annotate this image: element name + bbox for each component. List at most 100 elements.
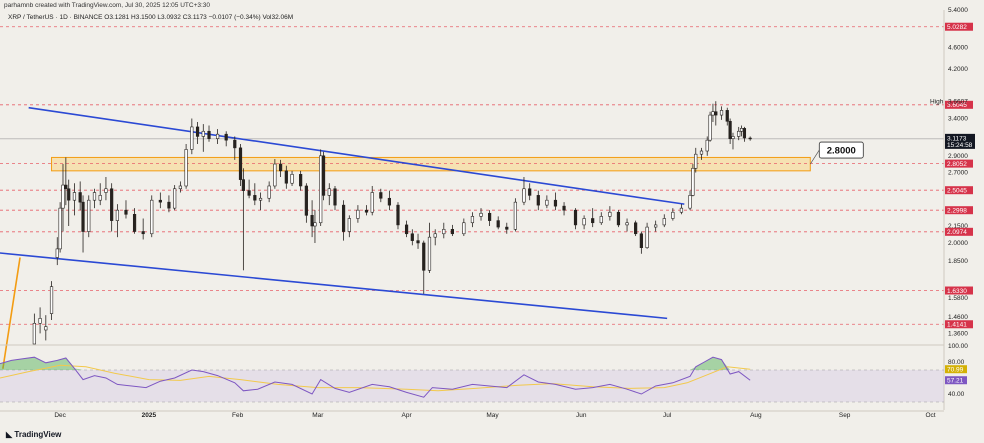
candle-body (321, 155, 326, 196)
rsi-value: 57.21 (947, 378, 964, 385)
trendline-lower-channel[interactable] (0, 251, 668, 320)
candle-body (224, 133, 228, 141)
candle-body (173, 188, 177, 209)
candle-body (450, 228, 454, 235)
candle-body (299, 174, 303, 187)
candle-body (562, 205, 566, 211)
candle-body (72, 192, 77, 201)
candle-body (67, 188, 71, 201)
candle-body (327, 188, 331, 196)
candle-body (49, 286, 54, 314)
candle-body (462, 222, 466, 235)
rsi-band (0, 370, 944, 402)
candle-body (184, 149, 188, 187)
candle-body (410, 233, 414, 241)
candle-body (742, 128, 747, 139)
candle-body (32, 322, 36, 345)
date-tick-label: Feb (232, 412, 244, 419)
symbol-pair[interactable]: XRP / TetherUS (8, 14, 54, 21)
candle-body (333, 188, 337, 206)
candle-body (645, 226, 649, 249)
trendline-orange-support[interactable] (2, 257, 21, 369)
callout-box[interactable] (818, 141, 864, 159)
tradingview-logo-icon: ◣ (6, 430, 13, 439)
candle-body (319, 155, 323, 224)
price-tick-label: 4.6000 (948, 45, 968, 52)
candle-body (728, 120, 732, 139)
candle-body (190, 126, 194, 150)
symbol-interval[interactable]: 1D (59, 14, 68, 21)
candle-body (387, 197, 391, 206)
candle-body (479, 212, 483, 217)
price-tick-label: 1.8500 (948, 258, 968, 265)
candle-body (404, 224, 409, 235)
candle-body (158, 199, 162, 203)
candle-countdown: 15:24:58 (947, 142, 973, 149)
candle-body (195, 126, 200, 137)
candle-body (427, 236, 432, 271)
price-level-tag (945, 227, 973, 236)
candle-body (341, 204, 346, 232)
high-marker-label: High (930, 98, 944, 105)
candle-body (167, 201, 171, 209)
candle-body (55, 248, 59, 258)
candle-body (608, 211, 612, 217)
candle-body (98, 195, 102, 201)
candle-body (290, 174, 294, 184)
candle-body (599, 216, 603, 224)
candle-body (496, 220, 500, 228)
price-level-tag-text: 1.6330 (947, 288, 967, 295)
symbol-legend[interactable]: XRP / TetherUS · 1D · BINANCE O3.1281 H3… (8, 14, 294, 21)
candle-body (591, 218, 595, 224)
current-price-value: 3.1173 (947, 135, 967, 142)
current-price-tag (945, 133, 975, 149)
candle-body (422, 242, 426, 271)
price-level-tag-text: 2.0974 (947, 229, 967, 236)
candle-body (150, 199, 154, 235)
date-tick-label: Sep (839, 412, 851, 419)
callout-pointer (809, 149, 820, 165)
date-tick-label: Jun (576, 412, 587, 419)
candle-body (44, 326, 48, 331)
price-tick-label: 2.0000 (948, 240, 968, 247)
candle-body (513, 201, 517, 230)
candle-body (267, 185, 271, 199)
candle-body (739, 128, 744, 132)
high-marker-value: 3.6607 (948, 98, 968, 105)
candle-body (58, 207, 62, 250)
candle-body (238, 147, 243, 180)
candle-body (522, 188, 526, 203)
candle-body (110, 188, 114, 221)
candle-body (528, 188, 532, 196)
rsi-ma-line (0, 364, 751, 392)
price-level-tag-text: 2.8052 (947, 161, 967, 168)
rsi-tick-label: 40.00 (948, 391, 965, 398)
price-tick-label: 2.7000 (948, 170, 968, 177)
candle-body (625, 222, 629, 226)
price-level-tag (945, 286, 973, 295)
candle-body (81, 201, 85, 232)
trendline-upper-channel[interactable] (28, 106, 685, 205)
price-level-tag (945, 320, 973, 329)
candle-body (258, 197, 263, 201)
candle-body (737, 130, 741, 137)
price-level-tag (945, 159, 973, 168)
candle-body (241, 179, 245, 191)
candle-body (124, 209, 128, 215)
candle-body (92, 192, 97, 201)
candle-body (634, 222, 638, 235)
candle-body (216, 133, 220, 139)
date-tick-label: 2025 (142, 412, 157, 419)
candle-body (505, 226, 509, 230)
rsi-tick-label: 80.00 (948, 359, 965, 366)
tradingview-logo[interactable]: ◣ TradingView (6, 430, 61, 439)
candle-body (433, 233, 437, 238)
price-level-tag (945, 100, 973, 109)
candle-body (247, 190, 251, 196)
candle-body (694, 153, 698, 169)
candle-body (115, 209, 119, 221)
candle-body (416, 240, 420, 244)
candle-body (207, 130, 211, 139)
date-tick-label: Aug (750, 412, 762, 419)
